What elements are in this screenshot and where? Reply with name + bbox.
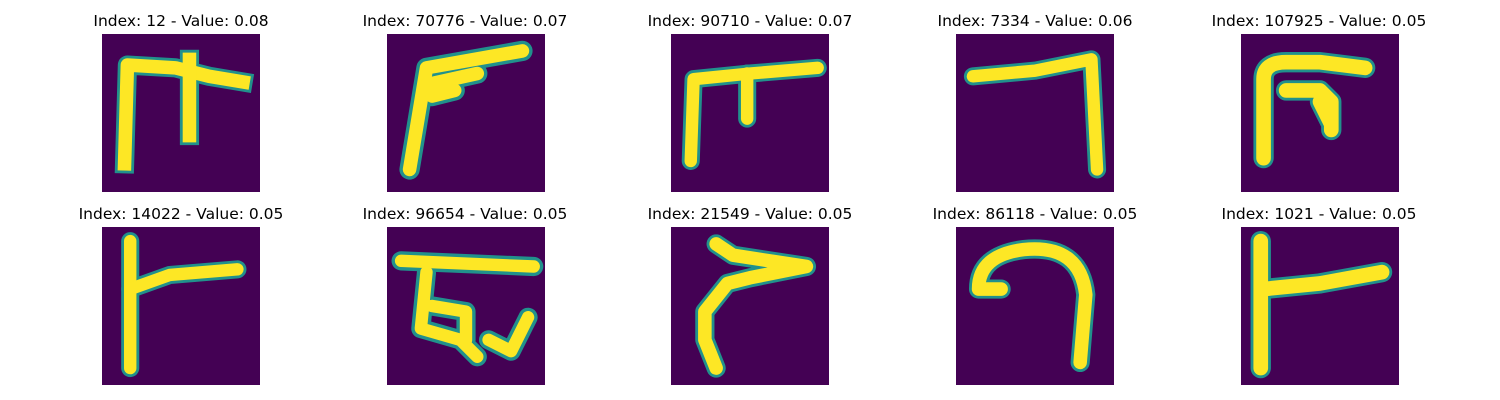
glyph-image [102,227,260,385]
panel-title: Index: 96654 - Value: 0.05 [362,205,568,223]
panel-title: Index: 1021 - Value: 0.05 [1221,205,1417,223]
panel-10: Index: 1021 - Value: 0.05 [1194,203,1444,385]
glyph-image [387,227,545,385]
glyph-image [956,227,1114,385]
glyph-image [102,34,260,192]
panel-title: Index: 107925 - Value: 0.05 [1211,12,1427,30]
glyph-image [671,34,829,192]
panel-title: Index: 14022 - Value: 0.05 [78,205,284,223]
glyph-image [387,34,545,192]
panel-title: Index: 12 - Value: 0.08 [93,12,269,30]
glyph-image [1241,227,1399,385]
panel-7: Index: 96654 - Value: 0.05 [340,203,590,385]
glyph-image [956,34,1114,192]
panel-title: Index: 86118 - Value: 0.05 [932,205,1138,223]
panel-title: Index: 7334 - Value: 0.06 [937,12,1133,30]
panel-4: Index: 7334 - Value: 0.06 [910,10,1160,192]
panel-title: Index: 90710 - Value: 0.07 [647,12,853,30]
panel-8: Index: 21549 - Value: 0.05 [625,203,875,385]
panel-2: Index: 70776 - Value: 0.07 [340,10,590,192]
panel-title: Index: 70776 - Value: 0.07 [362,12,568,30]
glyph-image [671,227,829,385]
panel-1: Index: 12 - Value: 0.08 [56,10,306,192]
panel-9: Index: 86118 - Value: 0.05 [910,203,1160,385]
glyph-image [1241,34,1399,192]
panel-3: Index: 90710 - Value: 0.07 [625,10,875,192]
panel-title: Index: 21549 - Value: 0.05 [647,205,853,223]
panel-5: Index: 107925 - Value: 0.05 [1194,10,1444,192]
panel-6: Index: 14022 - Value: 0.05 [56,203,306,385]
